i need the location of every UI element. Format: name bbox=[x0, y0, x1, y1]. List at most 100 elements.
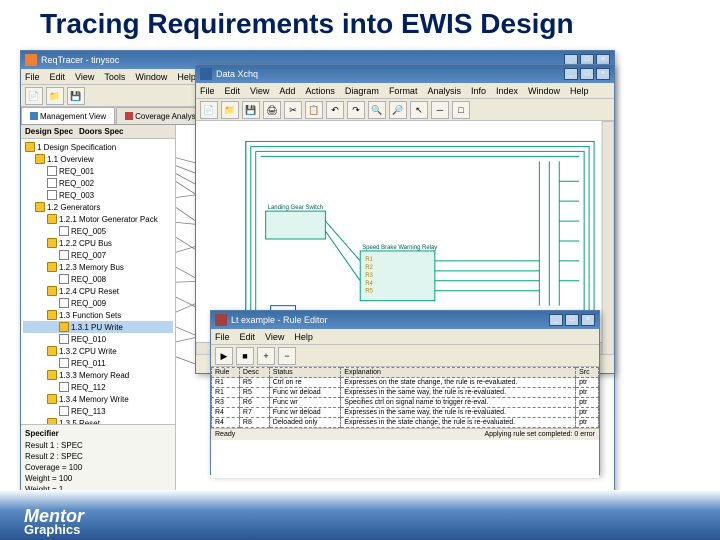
tab-management[interactable]: Management View bbox=[21, 107, 115, 124]
tree-node[interactable]: 1.2.1 Motor Generator Pack bbox=[23, 213, 173, 225]
tree-node[interactable]: REQ_008 bbox=[23, 273, 173, 285]
table-row[interactable]: R4R8Deloaded onlyExpresses in the state … bbox=[212, 418, 599, 428]
menu-format[interactable]: Format bbox=[389, 86, 418, 96]
close-button[interactable]: × bbox=[581, 314, 595, 326]
menu-info[interactable]: Info bbox=[471, 86, 486, 96]
menu-analysis[interactable]: Analysis bbox=[427, 86, 461, 96]
table-cell: R1 bbox=[212, 388, 240, 398]
maximize-button[interactable]: □ bbox=[565, 314, 579, 326]
menu-edit[interactable]: Edit bbox=[225, 86, 241, 96]
tool-wire[interactable]: ─ bbox=[431, 101, 449, 119]
tool-save[interactable]: 💾 bbox=[242, 101, 260, 119]
tree-node[interactable]: 1.1 Overview bbox=[23, 153, 173, 165]
tree-node[interactable]: REQ_009 bbox=[23, 297, 173, 309]
minimize-button[interactable]: _ bbox=[564, 68, 578, 80]
rules-toolbar: ▶ ■ + − bbox=[211, 345, 599, 367]
folder-icon bbox=[47, 394, 57, 404]
tree-label: 1.2.2 CPU Bus bbox=[59, 239, 112, 248]
menu-diagram[interactable]: Diagram bbox=[345, 86, 379, 96]
rules-col-header[interactable]: Status bbox=[269, 368, 341, 378]
tree-node[interactable]: 1.2.3 Memory Bus bbox=[23, 261, 173, 273]
brand-logo: Mentor Graphics bbox=[24, 508, 84, 536]
table-row[interactable]: R3R6Func wrSpecifies ctrl on signal name… bbox=[212, 398, 599, 408]
minimize-button[interactable]: _ bbox=[549, 314, 563, 326]
rules-table[interactable]: RuleDescStatusExplanationSrcR1R5Ctrl on … bbox=[211, 367, 599, 428]
tool-select[interactable]: ↖ bbox=[410, 101, 428, 119]
tool-stop[interactable]: ■ bbox=[236, 347, 254, 365]
tree-node[interactable]: REQ_003 bbox=[23, 189, 173, 201]
tree-node[interactable]: 1.3.1 PU Write bbox=[23, 321, 173, 333]
menu-edit[interactable]: Edit bbox=[240, 332, 256, 342]
tool-copy[interactable]: 📋 bbox=[305, 101, 323, 119]
tree-node[interactable]: 1.3.5 Reset bbox=[23, 417, 173, 424]
menu-actions[interactable]: Actions bbox=[305, 86, 335, 96]
tool-cut[interactable]: ✂ bbox=[284, 101, 302, 119]
tool-open[interactable]: 📁 bbox=[221, 101, 239, 119]
menu-tools[interactable]: Tools bbox=[104, 72, 125, 82]
tree-node[interactable]: REQ_113 bbox=[23, 405, 173, 417]
tree-label: 1.2.1 Motor Generator Pack bbox=[59, 215, 158, 224]
tree-node[interactable]: REQ_002 bbox=[23, 177, 173, 189]
tool-del[interactable]: − bbox=[278, 347, 296, 365]
requirement-tree[interactable]: 1 Design Specification1.1 OverviewREQ_00… bbox=[21, 139, 175, 424]
menu-view[interactable]: View bbox=[75, 72, 94, 82]
tree-node[interactable]: 1.2.2 CPU Bus bbox=[23, 237, 173, 249]
tree-node[interactable]: REQ_001 bbox=[23, 165, 173, 177]
menu-add[interactable]: Add bbox=[279, 86, 295, 96]
tool-zoom-out[interactable]: 🔎 bbox=[389, 101, 407, 119]
tool-open[interactable]: 📁 bbox=[46, 87, 64, 105]
table-cell: R4 bbox=[212, 408, 240, 418]
tool-new[interactable]: 📄 bbox=[25, 87, 43, 105]
tree-node[interactable]: 1.3 Function Sets bbox=[23, 309, 173, 321]
menu-window[interactable]: Window bbox=[528, 86, 560, 96]
menu-file[interactable]: File bbox=[215, 332, 230, 342]
tool-run[interactable]: ▶ bbox=[215, 347, 233, 365]
tree-node[interactable]: 1.2 Generators bbox=[23, 201, 173, 213]
menu-help[interactable]: Help bbox=[177, 72, 196, 82]
rules-menubar: File Edit View Help bbox=[211, 329, 599, 345]
tree-node[interactable]: REQ_010 bbox=[23, 333, 173, 345]
tool-component[interactable]: □ bbox=[452, 101, 470, 119]
rules-table-area[interactable]: RuleDescStatusExplanationSrcR1R5Ctrl on … bbox=[211, 367, 599, 478]
doc-icon bbox=[59, 358, 69, 368]
table-cell: Expresses in the state change, the rule … bbox=[341, 418, 576, 428]
close-button[interactable]: × bbox=[596, 68, 610, 80]
tree-node[interactable]: REQ_011 bbox=[23, 357, 173, 369]
table-row[interactable]: R1R5Func wr deloadExpresses in the same … bbox=[212, 388, 599, 398]
menu-edit[interactable]: Edit bbox=[50, 72, 66, 82]
tree-node[interactable]: 1.3.4 Memory Write bbox=[23, 393, 173, 405]
rules-col-header[interactable]: Src bbox=[576, 368, 599, 378]
table-cell: ptr bbox=[576, 378, 599, 388]
menu-file[interactable]: File bbox=[25, 72, 40, 82]
rules-col-header[interactable]: Rule bbox=[212, 368, 240, 378]
menu-window[interactable]: Window bbox=[135, 72, 167, 82]
maximize-button[interactable]: □ bbox=[580, 68, 594, 80]
table-row[interactable]: R4R7Func wr deloadExpresses in the same … bbox=[212, 408, 599, 418]
tool-save[interactable]: 💾 bbox=[67, 87, 85, 105]
schematic-titlebar[interactable]: Data Xchq _ □ × bbox=[196, 65, 614, 83]
menu-index[interactable]: Index bbox=[496, 86, 518, 96]
tool-zoom-in[interactable]: 🔍 bbox=[368, 101, 386, 119]
menu-view[interactable]: View bbox=[250, 86, 269, 96]
rules-titlebar[interactable]: Lt example - Rule Editor _ □ × bbox=[211, 311, 599, 329]
menu-view[interactable]: View bbox=[265, 332, 284, 342]
tool-print[interactable]: 🖨 bbox=[263, 101, 281, 119]
tree-node[interactable]: REQ_005 bbox=[23, 225, 173, 237]
tree-node[interactable]: REQ_112 bbox=[23, 381, 173, 393]
tree-node[interactable]: 1 Design Specification bbox=[23, 141, 173, 153]
tool-redo[interactable]: ↷ bbox=[347, 101, 365, 119]
tree-node[interactable]: 1.3.2 CPU Write bbox=[23, 345, 173, 357]
tool-add[interactable]: + bbox=[257, 347, 275, 365]
tree-label: 1.3.4 Memory Write bbox=[59, 395, 129, 404]
tool-undo[interactable]: ↶ bbox=[326, 101, 344, 119]
menu-help[interactable]: Help bbox=[294, 332, 313, 342]
tree-node[interactable]: 1.2.4 CPU Reset bbox=[23, 285, 173, 297]
tool-new[interactable]: 📄 bbox=[200, 101, 218, 119]
table-row[interactable]: R1R5Ctrl on reExpresses on the state cha… bbox=[212, 378, 599, 388]
menu-file[interactable]: File bbox=[200, 86, 215, 96]
rules-col-header[interactable]: Desc bbox=[239, 368, 269, 378]
tree-node[interactable]: 1.3.3 Memory Read bbox=[23, 369, 173, 381]
tree-node[interactable]: REQ_007 bbox=[23, 249, 173, 261]
menu-help[interactable]: Help bbox=[570, 86, 589, 96]
rules-col-header[interactable]: Explanation bbox=[341, 368, 576, 378]
